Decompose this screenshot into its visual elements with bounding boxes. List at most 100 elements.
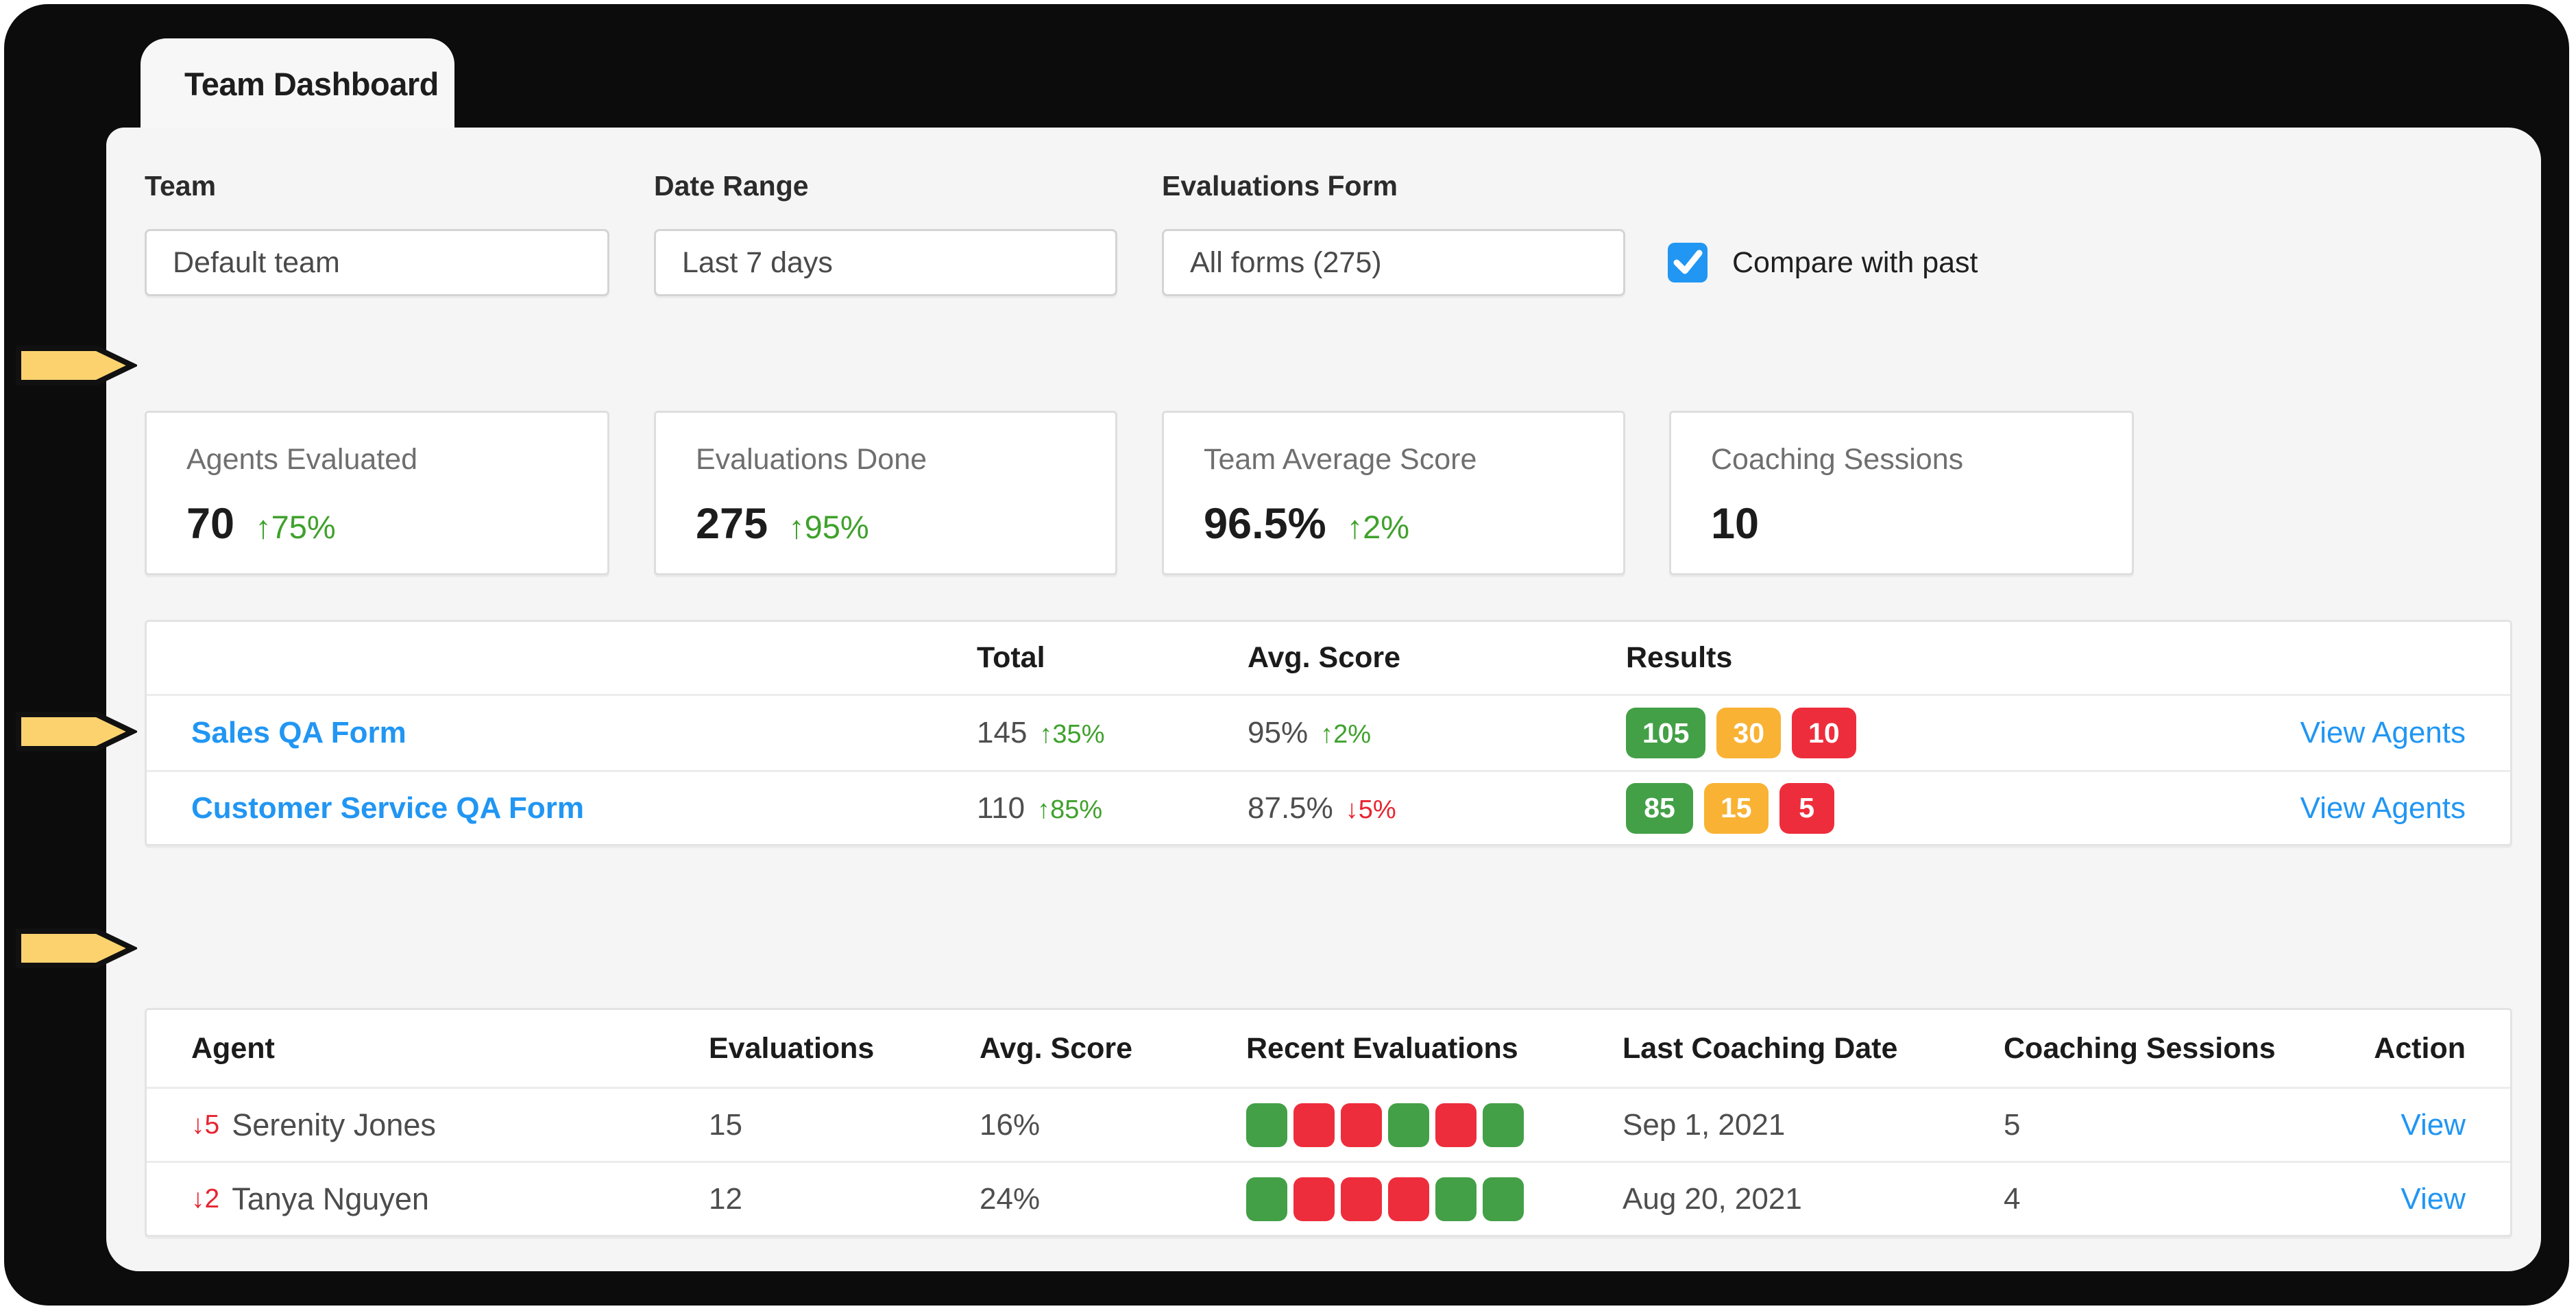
results-cell: 85 15 5: [1626, 782, 2300, 834]
recent-evaluations-cell: [1246, 1177, 1623, 1221]
avg-score-cell: 95% ↑2%: [1248, 716, 1371, 749]
team-select[interactable]: Default team: [145, 229, 609, 296]
warn-count-badge: 15: [1704, 782, 1769, 834]
form-name-link[interactable]: Customer Service QA Form: [191, 791, 584, 825]
compare-with-past-label[interactable]: Compare with past: [1732, 245, 1978, 279]
avg-score-cell: 87.5% ↓5%: [1248, 791, 1396, 825]
view-agents-link[interactable]: View Agents: [2300, 791, 2466, 825]
coaching-sessions-cell: 4: [2004, 1181, 2021, 1216]
evaluation-result-square: [1388, 1177, 1429, 1221]
evaluations-form-select[interactable]: All forms (275): [1162, 229, 1625, 296]
fail-count-badge: 10: [1792, 708, 1856, 758]
metric-value: 96.5%: [1204, 500, 1326, 548]
agent-name: Tanya Nguyen: [232, 1181, 429, 1216]
agent-column-header: Agent: [191, 1031, 275, 1065]
last-coaching-date-column-header: Last Coaching Date: [1623, 1031, 1898, 1065]
pass-count-badge: 85: [1626, 782, 1693, 834]
evaluation-result-square: [1435, 1103, 1477, 1147]
metric-delta: ↑2%: [1346, 509, 1410, 545]
bottom-performers-pointer-arrow-icon: [15, 925, 137, 972]
avg-score-delta: ↓5%: [1345, 795, 1396, 824]
metric-value: 10: [1711, 500, 1760, 548]
evaluation-result-square: [1483, 1177, 1524, 1221]
bottom-performers-table: Agent Evaluations Avg. Score Recent Eval…: [145, 1008, 2512, 1237]
total-delta: ↑35%: [1039, 720, 1105, 749]
results-cell: 105 30 10: [1626, 708, 2300, 758]
evaluations-cell: 15: [709, 1107, 742, 1142]
table-row: ↓2 Tanya Nguyen 12 24% Aug 20, 2021 4 Vi…: [147, 1161, 2510, 1235]
avg-score-column-header: Avg. Score: [1248, 641, 1401, 674]
fail-count-badge: 5: [1779, 782, 1834, 834]
date-range-select-value: Last 7 days: [682, 245, 833, 279]
pass-count-badge: 105: [1626, 708, 1706, 758]
table-row: ↓5 Serenity Jones 15 16% Sep 1, 2021 5 V…: [147, 1087, 2510, 1161]
evaluation-result-square: [1246, 1177, 1287, 1221]
evaluation-result-square: [1483, 1103, 1524, 1147]
metric-card-agents-evaluated: Agents Evaluated 70 ↑75%: [145, 411, 609, 575]
total-delta: ↑85%: [1037, 795, 1103, 824]
form-name-link[interactable]: Sales QA Form: [191, 716, 406, 749]
total-column-header: Total: [977, 641, 1045, 674]
action-column-header: Action: [2374, 1031, 2466, 1065]
metric-card-coaching-sessions: Coaching Sessions 10: [1669, 411, 2134, 575]
warn-count-badge: 30: [1716, 708, 1782, 758]
avg-score-column-header: Avg. Score: [980, 1031, 1133, 1065]
check-icon: [1668, 241, 1708, 285]
tab-team-dashboard[interactable]: Team Dashboard: [141, 38, 454, 129]
evaluations-column-header: Evaluations: [709, 1031, 875, 1065]
total-cell: 110 ↑85%: [977, 791, 1103, 825]
view-link[interactable]: View: [2401, 1107, 2466, 1142]
evaluation-result-square: [1293, 1103, 1335, 1147]
last-coaching-date-cell: Aug 20, 2021: [1623, 1181, 1802, 1216]
table-row: Sales QA Form 145 ↑35% 95% ↑2% 105 30 10 V…: [147, 694, 2510, 770]
team-filter-label: Team: [145, 170, 217, 202]
rank-change-indicator: ↓5: [191, 1109, 220, 1140]
sales-qa-form-pointer-arrow-icon: [15, 708, 137, 755]
forms-table-header-row: Total Avg. Score Results: [147, 622, 2510, 694]
evaluations-cell: 12: [709, 1181, 742, 1216]
evaluation-result-square: [1341, 1103, 1382, 1147]
metric-delta: ↑95%: [788, 509, 869, 545]
metric-value: 275: [696, 500, 768, 548]
metric-card-team-average-score: Team Average Score 96.5% ↑2%: [1162, 411, 1625, 575]
compare-with-past-checkbox[interactable]: [1668, 243, 1708, 282]
view-link[interactable]: View: [2401, 1181, 2466, 1216]
avg-score-cell: 24%: [980, 1181, 1041, 1216]
metric-card-evaluations-done: Evaluations Done 275 ↑95%: [654, 411, 1117, 575]
evaluations-form-select-value: All forms (275): [1190, 245, 1382, 279]
evaluation-result-square: [1341, 1177, 1382, 1221]
bottom-performers-header-row: Agent Evaluations Avg. Score Recent Eval…: [147, 1010, 2510, 1087]
avg-score-cell: 16%: [980, 1107, 1041, 1142]
last-coaching-date-cell: Sep 1, 2021: [1623, 1107, 1786, 1142]
team-select-value: Default team: [173, 245, 340, 279]
metric-value: 70: [186, 500, 235, 548]
evaluation-result-square: [1388, 1103, 1429, 1147]
avg-score-delta: ↑2%: [1320, 720, 1371, 749]
metric-label: Team Average Score: [1204, 443, 1477, 476]
evaluation-result-square: [1246, 1103, 1287, 1147]
date-range-filter-label: Date Range: [654, 170, 809, 202]
coaching-sessions-cell: 5: [2004, 1107, 2021, 1142]
metric-delta: ↑75%: [255, 509, 336, 545]
evaluations-form-filter-label: Evaluations Form: [1162, 170, 1398, 202]
table-row: Customer Service QA Form 110 ↑85% 87.5% ↓5…: [147, 770, 2510, 844]
rank-change-indicator: ↓2: [191, 1183, 220, 1214]
agent-cell: ↓5 Serenity Jones: [191, 1107, 709, 1143]
results-column-header: Results: [1626, 641, 1733, 674]
agent-cell: ↓2 Tanya Nguyen: [191, 1181, 709, 1217]
coaching-sessions-column-header: Coaching Sessions: [2004, 1031, 2276, 1065]
metric-label: Evaluations Done: [696, 443, 927, 476]
total-cell: 145 ↑35%: [977, 716, 1105, 749]
agent-name: Serenity Jones: [232, 1107, 436, 1142]
evaluation-result-square: [1293, 1177, 1335, 1221]
top-metrics-pointer-arrow-icon: [15, 342, 137, 389]
dashboard-card: Team Date Range Evaluations Form Default…: [106, 128, 2541, 1271]
metric-label: Coaching Sessions: [1711, 443, 1964, 476]
metric-label: Agents Evaluated: [186, 443, 418, 476]
tab-title: Team Dashboard: [184, 65, 439, 102]
view-agents-link[interactable]: View Agents: [2300, 716, 2466, 749]
evaluation-result-square: [1435, 1177, 1477, 1221]
date-range-select[interactable]: Last 7 days: [654, 229, 1117, 296]
recent-evaluations-column-header: Recent Evaluations: [1246, 1031, 1518, 1065]
